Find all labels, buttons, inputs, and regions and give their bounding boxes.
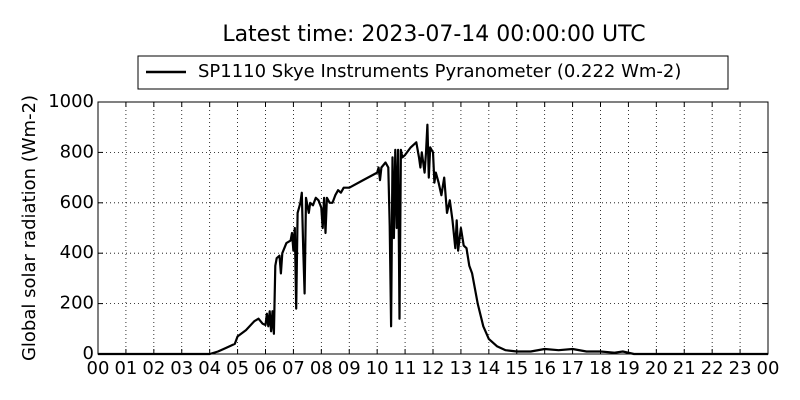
x-tick-label: 18 — [589, 358, 612, 379]
y-tick-label: 600 — [60, 192, 94, 213]
x-tick-label: 07 — [282, 358, 305, 379]
y-tick-label: 800 — [60, 141, 94, 162]
x-tick-label: 21 — [673, 358, 696, 379]
y-tick-label: 400 — [60, 242, 94, 263]
x-tick-label: 05 — [226, 358, 249, 379]
x-tick-label: 06 — [254, 358, 277, 379]
x-tick-label: 16 — [533, 358, 556, 379]
x-tick-label: 00 — [87, 358, 110, 379]
x-tick-label: 12 — [422, 358, 445, 379]
x-tick-label: 22 — [701, 358, 724, 379]
data-line — [98, 123, 768, 356]
x-tick-label: 02 — [142, 358, 165, 379]
y-axis-label: Global solar radiation (Wm-2) — [19, 95, 40, 361]
y-tick-label: 200 — [60, 293, 94, 314]
legend-box — [137, 55, 729, 90]
x-tick-label: 15 — [505, 358, 528, 379]
y-tick-label: 0 — [83, 343, 94, 364]
x-tick-label: 20 — [645, 358, 668, 379]
x-tick-label: 09 — [338, 358, 361, 379]
x-tick-label: 17 — [561, 358, 584, 379]
chart-title: Latest time: 2023-07-14 00:00:00 UTC — [222, 22, 645, 47]
x-tick-label: 19 — [617, 358, 640, 379]
x-tick-label: 10 — [366, 358, 389, 379]
plot-frame — [97, 101, 769, 355]
x-tick-label: 13 — [449, 358, 472, 379]
legend-label: SP1110 Skye Instruments Pyranometer (0.2… — [198, 61, 681, 82]
x-tick-label: 03 — [170, 358, 193, 379]
x-tick-label: 04 — [198, 358, 221, 379]
x-tick-label: 14 — [477, 358, 500, 379]
x-tick-label: 23 — [729, 358, 752, 379]
x-tick-label: 01 — [114, 358, 137, 379]
x-tick-label: 00 — [757, 358, 780, 379]
x-tick-label: 08 — [310, 358, 333, 379]
x-tick-label: 11 — [394, 358, 417, 379]
y-tick-label: 1000 — [48, 91, 94, 112]
